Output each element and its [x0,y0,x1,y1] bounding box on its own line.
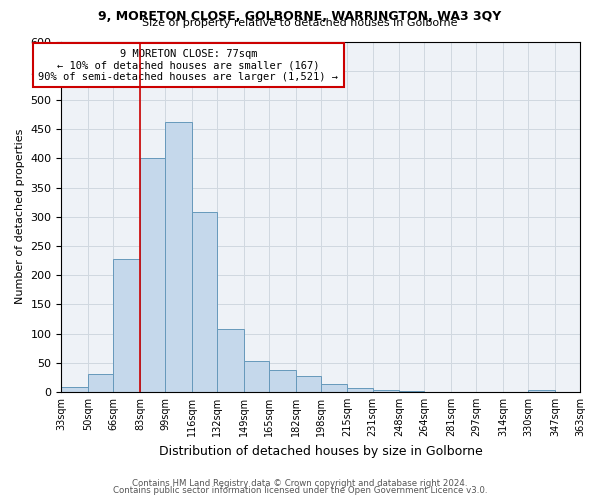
Text: Size of property relative to detached houses in Golborne: Size of property relative to detached ho… [142,18,458,28]
Text: Contains public sector information licensed under the Open Government Licence v3: Contains public sector information licen… [113,486,487,495]
Bar [244,361,269,392]
Bar [192,212,217,392]
Bar [528,390,555,392]
Text: 9 MORETON CLOSE: 77sqm
← 10% of detached houses are smaller (167)
90% of semi-de: 9 MORETON CLOSE: 77sqm ← 10% of detached… [38,48,338,82]
Bar [347,388,373,392]
Bar [399,391,424,392]
Bar [269,370,296,392]
Text: Contains HM Land Registry data © Crown copyright and database right 2024.: Contains HM Land Registry data © Crown c… [132,478,468,488]
Bar [113,259,140,392]
Bar [140,158,165,392]
Bar [165,122,192,392]
Text: 9, MORETON CLOSE, GOLBORNE, WARRINGTON, WA3 3QY: 9, MORETON CLOSE, GOLBORNE, WARRINGTON, … [98,10,502,23]
X-axis label: Distribution of detached houses by size in Golborne: Distribution of detached houses by size … [159,444,482,458]
Bar [296,376,321,392]
Bar [217,329,244,392]
Y-axis label: Number of detached properties: Number of detached properties [15,129,25,304]
Bar [373,390,399,392]
Bar [88,374,113,392]
Bar [321,384,347,392]
Bar [61,388,88,392]
